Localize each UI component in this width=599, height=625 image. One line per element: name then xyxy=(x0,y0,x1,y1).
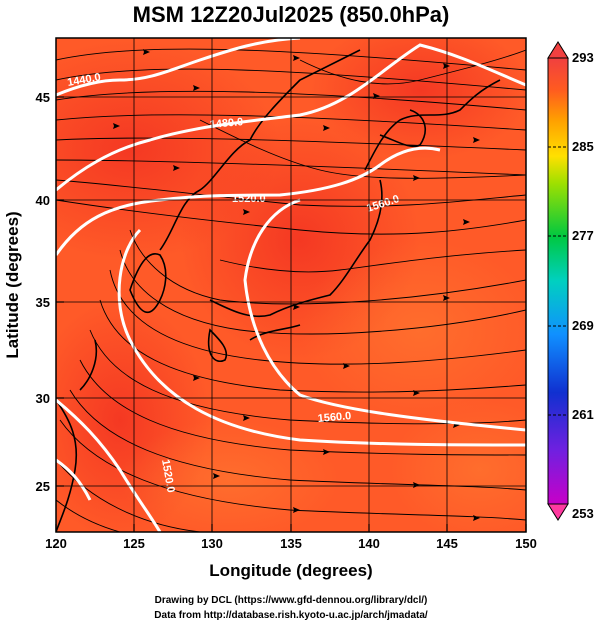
x-tick-label: 125 xyxy=(123,536,145,551)
plot-title: MSM 12Z20Jul2025 (850.0hPa) xyxy=(133,2,450,27)
gridlines xyxy=(56,38,526,532)
x-tick-label: 135 xyxy=(280,536,302,551)
y-tick-labels: 25 30 35 40 45 xyxy=(36,90,50,494)
y-tick-label: 25 xyxy=(36,479,50,494)
colorbar: 293 285 277 269 261 253 xyxy=(547,41,594,521)
data-credit: Data from http://database.rish.kyoto-u.a… xyxy=(154,610,428,621)
colorbar-upper-arrow xyxy=(547,41,569,59)
x-axis-label: Longitude (degrees) xyxy=(209,561,372,580)
x-tick-label: 140 xyxy=(358,536,380,551)
tick-marks xyxy=(55,96,527,532)
height-contours xyxy=(56,38,526,532)
y-axis-label: Latitude (degrees) xyxy=(3,211,22,358)
y-tick-label: 35 xyxy=(36,295,50,310)
x-tick-label: 130 xyxy=(201,536,223,551)
colorbar-label: 285 xyxy=(572,139,594,154)
wind-arrowheads xyxy=(113,49,480,521)
x-tick-label: 150 xyxy=(515,536,537,551)
colorbar-label: 277 xyxy=(572,228,594,243)
colorbar-scale xyxy=(547,57,569,505)
contour-label: 1560.0 xyxy=(317,410,352,425)
colorbar-lower-arrow xyxy=(547,503,569,521)
colorbar-label: 293 xyxy=(572,50,594,65)
x-tick-labels: 120 125 130 135 140 145 150 xyxy=(45,536,537,551)
contour-label: 1520.0 xyxy=(159,458,177,493)
colorbar-label: 253 xyxy=(572,506,594,521)
drawing-credit: Drawing by DCL (https://www.gfd-dennou.o… xyxy=(155,595,428,606)
contour-label: 1520.0 xyxy=(232,193,266,205)
y-tick-label: 40 xyxy=(36,193,50,208)
x-tick-label: 145 xyxy=(436,536,458,551)
plot-area: 1440.0 1480.0 1520.0 1560.0 1560.0 1520.… xyxy=(56,38,526,532)
colorbar-label: 269 xyxy=(572,318,594,333)
colorbar-label: 261 xyxy=(572,407,594,422)
x-tick-label: 120 xyxy=(45,536,67,551)
y-tick-label: 30 xyxy=(36,391,50,406)
contour-label: 1480.0 xyxy=(209,116,244,131)
contour-label: 1440.0 xyxy=(66,71,101,89)
y-tick-label: 45 xyxy=(36,90,50,105)
